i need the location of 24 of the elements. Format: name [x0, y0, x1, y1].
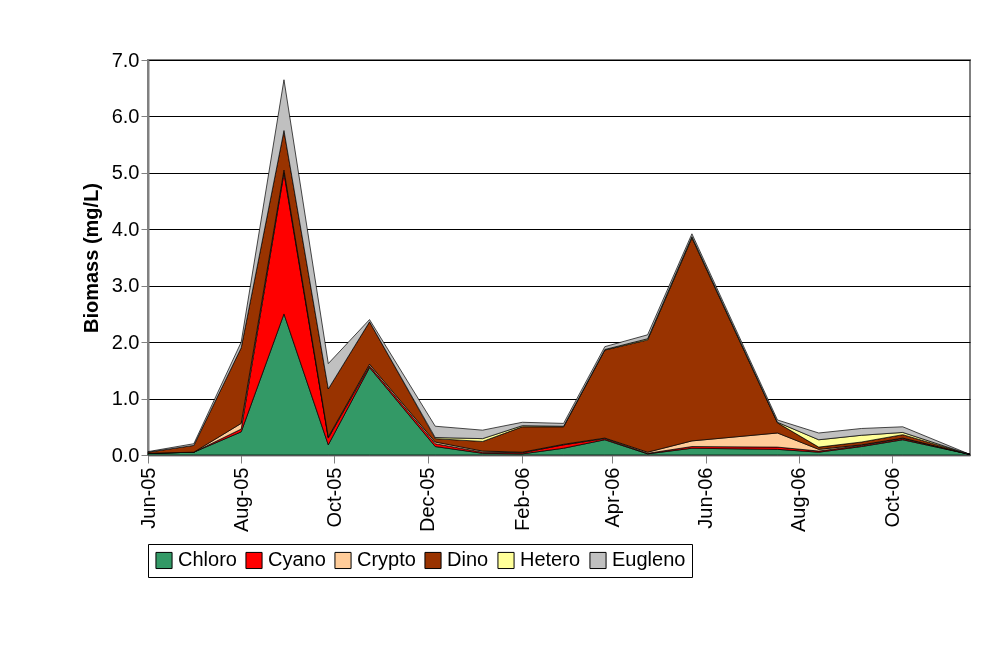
x-tick-label: Aug-05 — [229, 467, 252, 532]
legend-label: Crypto — [357, 548, 416, 571]
x-tick-label: Oct-06 — [880, 467, 903, 528]
y-tick-label: 3.0 — [111, 274, 140, 297]
x-tick-label: Aug-06 — [787, 467, 810, 532]
y-tick-label: 2.0 — [111, 330, 140, 353]
x-tick-label: Dec-05 — [416, 467, 439, 532]
y-tick-label: 1.0 — [111, 387, 140, 410]
y-tick-label: 0.0 — [111, 443, 140, 466]
x-tick-label: Jun-05 — [136, 467, 159, 529]
legend-label: Chloro — [178, 548, 237, 571]
legend-label: Cyano — [268, 548, 326, 571]
x-tick-label: Apr-06 — [600, 467, 623, 528]
y-tick-label: 4.0 — [111, 217, 140, 240]
legend-label: Hetero — [520, 548, 581, 571]
y-tick-label: 6.0 — [111, 104, 140, 127]
legend-label: Eugleno — [612, 548, 686, 571]
legend-label: Dino — [447, 548, 489, 571]
y-axis-title: Biomass (mg/L) — [79, 182, 102, 334]
x-tick-label: Jun-06 — [694, 467, 717, 529]
y-tick-label: 5.0 — [111, 161, 140, 184]
x-tick-label: Oct-05 — [322, 467, 345, 528]
x-tick-label: Feb-06 — [510, 467, 533, 531]
y-tick-label: 7.0 — [111, 48, 140, 71]
